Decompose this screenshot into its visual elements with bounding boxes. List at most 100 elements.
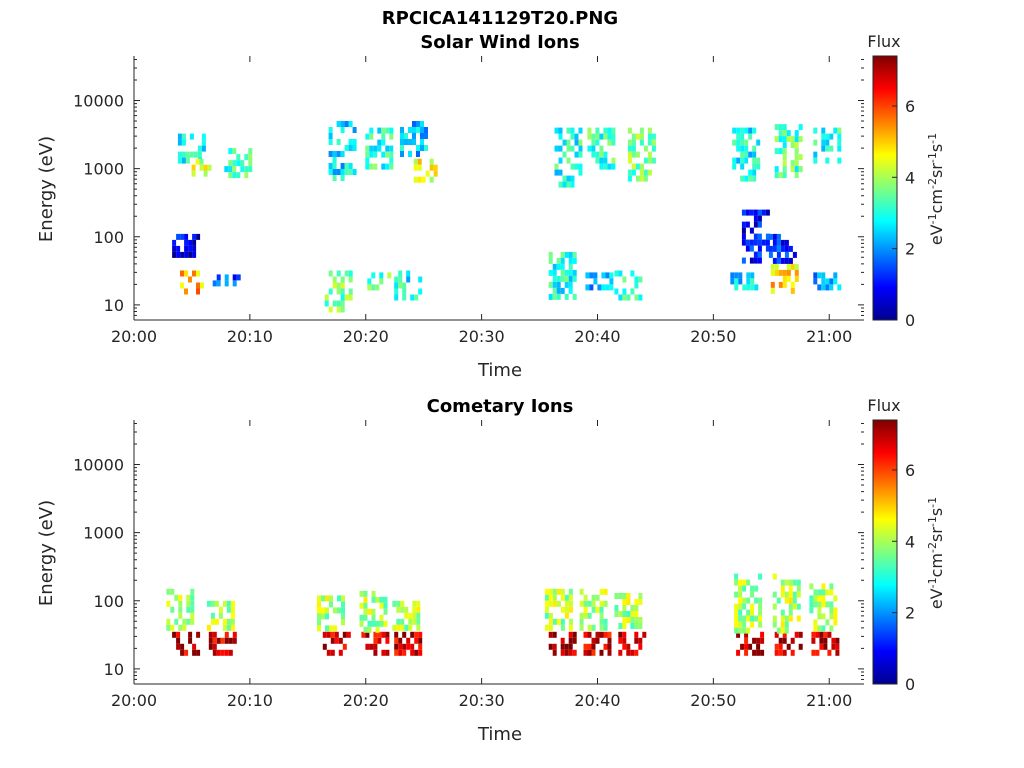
heatmap-cell bbox=[758, 573, 763, 580]
heatmap-cell bbox=[794, 275, 799, 282]
heatmap-cell bbox=[772, 239, 777, 246]
heatmap-cell bbox=[813, 589, 818, 596]
heatmap-cell bbox=[558, 145, 563, 152]
heatmap-cell bbox=[757, 251, 762, 258]
heatmap-cell bbox=[821, 145, 826, 152]
x-tick-label: 20:30 bbox=[459, 327, 505, 346]
heatmap-cell bbox=[222, 600, 227, 607]
colorbar-tick-label: 0 bbox=[905, 675, 915, 694]
heatmap-cell bbox=[394, 637, 399, 644]
heatmap-cell bbox=[340, 121, 345, 127]
heatmap-cell bbox=[782, 148, 787, 155]
heatmap-cell bbox=[216, 637, 221, 644]
heatmap-cell bbox=[212, 631, 217, 638]
heatmap-cell bbox=[738, 579, 743, 586]
heatmap-cell bbox=[752, 163, 757, 170]
heatmap-cell bbox=[191, 164, 196, 171]
colorbar-unit-cometary: eV-1cm-2sr-1s-1 bbox=[926, 497, 946, 609]
heatmap-cell bbox=[796, 615, 801, 622]
heatmap-cell bbox=[770, 281, 775, 288]
heatmap-cell bbox=[389, 145, 394, 152]
heatmap-cell bbox=[736, 139, 741, 146]
heatmap-cell bbox=[825, 278, 830, 285]
x-tick-label: 20:20 bbox=[343, 327, 389, 346]
heatmap-cell bbox=[230, 606, 235, 613]
heatmap-cell bbox=[554, 169, 559, 176]
heatmap-cell bbox=[772, 615, 777, 622]
heatmap-cell bbox=[599, 649, 604, 656]
heatmap-cell bbox=[373, 643, 378, 650]
heatmap-cell bbox=[228, 160, 233, 167]
heatmap-cell bbox=[398, 637, 403, 644]
heatmap-cell bbox=[790, 263, 795, 270]
heatmap-cell bbox=[408, 139, 412, 145]
heatmap-cell bbox=[381, 163, 386, 170]
heatmap-cell bbox=[424, 127, 428, 133]
heatmap-cell bbox=[192, 245, 197, 252]
heatmap-cell bbox=[340, 294, 345, 301]
heatmap-cell bbox=[248, 166, 253, 173]
heatmap-cell bbox=[365, 631, 370, 638]
heatmap-cell bbox=[631, 151, 636, 158]
heatmap-cell bbox=[786, 269, 791, 276]
heatmap-cell bbox=[626, 611, 631, 617]
heatmap-cell bbox=[788, 609, 793, 616]
heatmap-cell bbox=[831, 643, 836, 650]
heatmap-cell bbox=[248, 148, 253, 155]
heatmap-cell bbox=[417, 158, 422, 165]
heatmap-cell bbox=[224, 649, 229, 656]
heatmap-cell bbox=[188, 631, 193, 638]
heatmap-cell bbox=[172, 631, 177, 638]
heatmap-cell bbox=[634, 623, 639, 629]
heatmap-cell bbox=[738, 591, 743, 598]
heatmap-cell bbox=[736, 157, 741, 164]
heatmap-cell bbox=[568, 281, 573, 288]
heatmap-cell bbox=[631, 133, 636, 140]
heatmap-cell bbox=[778, 269, 783, 276]
heatmap-cell bbox=[821, 595, 826, 602]
heatmap-cell bbox=[798, 631, 803, 638]
heatmap-cell bbox=[750, 284, 755, 291]
heatmap-cell bbox=[741, 221, 746, 228]
heatmap-cell bbox=[796, 603, 801, 610]
heatmap-cell bbox=[244, 154, 249, 161]
heatmap-cell bbox=[348, 270, 353, 277]
heatmap-cell bbox=[821, 278, 826, 285]
heatmap-cell bbox=[603, 624, 608, 631]
heatmap-cell bbox=[417, 164, 422, 171]
heatmap-cell bbox=[813, 278, 818, 285]
heatmap-cell bbox=[626, 617, 631, 623]
heatmap-cell bbox=[340, 175, 345, 181]
heatmap-cell bbox=[638, 637, 643, 644]
heatmap-cell bbox=[630, 611, 635, 617]
heatmap-cell bbox=[821, 589, 826, 596]
heatmap-cell bbox=[348, 139, 353, 145]
heatmap-cell bbox=[756, 643, 761, 650]
y-tick-label: 10 bbox=[104, 296, 124, 315]
heatmap-cell bbox=[740, 145, 745, 152]
heatmap-cell bbox=[634, 276, 639, 283]
heatmap-cell bbox=[385, 631, 390, 638]
heatmap-cell bbox=[325, 625, 329, 632]
heatmap-cell bbox=[201, 145, 206, 152]
heatmap-cell bbox=[400, 151, 404, 157]
heatmap-cell bbox=[556, 293, 561, 300]
heatmap-cell bbox=[337, 607, 341, 614]
heatmap-cell bbox=[740, 157, 745, 164]
heatmap-cell bbox=[429, 158, 434, 165]
heatmap-cell bbox=[406, 643, 411, 650]
heatmap-cell bbox=[375, 284, 380, 291]
heatmap-cell bbox=[371, 596, 376, 603]
flux-cluster bbox=[224, 148, 253, 179]
heatmap-cell bbox=[730, 278, 735, 285]
heatmap-cell bbox=[192, 233, 197, 240]
heatmap-cell bbox=[740, 163, 745, 170]
heatmap-cell bbox=[638, 643, 643, 650]
heatmap-cell bbox=[627, 139, 632, 146]
flux-cluster bbox=[413, 158, 438, 183]
colorbar bbox=[872, 55, 898, 321]
flux-cluster bbox=[177, 133, 206, 164]
heatmap-cell bbox=[778, 130, 783, 137]
heatmap-cell bbox=[772, 621, 777, 628]
heatmap-cell bbox=[626, 593, 631, 599]
